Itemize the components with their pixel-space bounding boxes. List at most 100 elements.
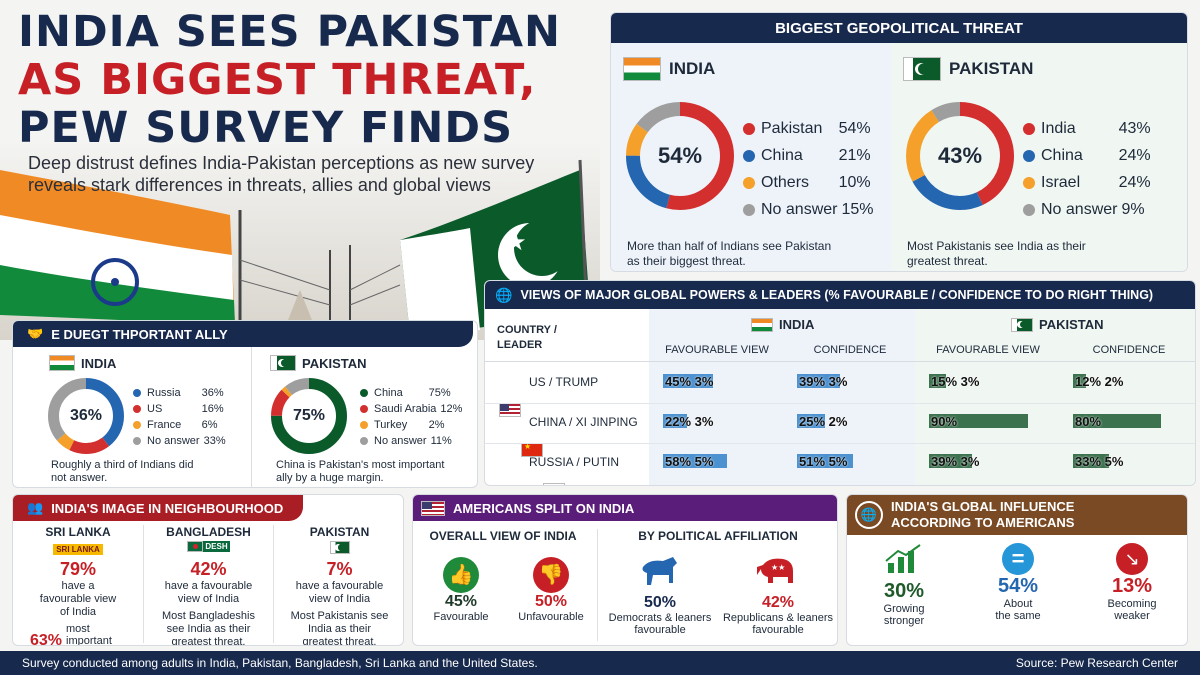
legend-swatch	[743, 149, 755, 162]
legend-swatch	[743, 122, 755, 135]
legend-label: China	[761, 146, 803, 164]
stronger-pct: 30%	[883, 580, 925, 602]
growth-chart-icon	[885, 544, 921, 573]
legend-value: 9%	[1121, 200, 1145, 218]
donut-slice-3	[48, 378, 124, 454]
legend-swatch	[1023, 203, 1035, 216]
views-bar	[663, 374, 713, 388]
thumbs-down-icon: 👎	[533, 557, 569, 593]
legend-item: Turkey 2%	[360, 417, 468, 433]
threat-pakistan-legend: India 43% China 24% Israel 24% No answer 9%	[1023, 115, 1169, 223]
legend-value: 43%	[1118, 119, 1151, 137]
views-title-bar: 🌐 VIEWS OF MAJOR GLOBAL POWERS & LEADERS…	[485, 281, 1195, 309]
weaker-label: Becoming weaker	[1107, 598, 1157, 622]
unfavourable-label: Unfavourable	[518, 611, 584, 623]
legend-label: Turkey	[374, 419, 408, 431]
legend-label: Pakistan	[761, 119, 823, 137]
views-value: 80%	[1075, 414, 1102, 429]
srilanka-extra: most important ally	[66, 623, 112, 646]
views-value: 51% 5%	[799, 454, 848, 469]
threat-pakistan-section: PAKISTAN 43% India 43% China 24% Israel 24% No…	[891, 43, 1187, 271]
equals-icon: =	[1002, 543, 1034, 575]
political-affiliation-label: BY POLITICAL AFFILIATION	[638, 529, 798, 543]
views-row-label: US / TRUMP	[529, 375, 599, 389]
views-panel: 🌐 VIEWS OF MAJOR GLOBAL POWERS & LEADERS…	[484, 280, 1196, 486]
legend-item: China 21%	[743, 142, 889, 169]
views-india-header: INDIA	[779, 317, 815, 332]
views-rows: US / TRUMP 45% 3% 39% 3% 15% 3% 12% 2% CHINA …	[485, 309, 1195, 485]
ally-title: E DUEGT THPORTANT ALLY	[51, 326, 228, 342]
weaker-pct: 13%	[1111, 575, 1153, 597]
views-value: 15% 3%	[931, 374, 980, 389]
legend-value: 16%	[201, 403, 224, 415]
donut-slice-1	[48, 378, 124, 454]
ally-india-note: Roughly a third of Indians did not answe…	[51, 459, 194, 484]
legend-swatch	[360, 389, 368, 397]
ally-pakistan-donut	[271, 378, 347, 454]
neighbourhood-panel: 👥 INDIA'S IMAGE IN NEIGHBOURHOOD SRI LAN…	[12, 494, 404, 646]
views-row-label: CHINA / XI JINPING	[529, 415, 638, 429]
legend-label: Others	[761, 173, 810, 191]
legend-label: India	[1041, 119, 1076, 137]
views-bar	[1073, 454, 1109, 468]
ally-title-bar: 🤝 E DUEGT THPORTANT ALLY	[13, 321, 473, 347]
views-bar	[1073, 374, 1086, 388]
donkey-icon	[642, 557, 677, 585]
neighbourhood-srilanka: SRI LANKA SRI LANKA 79% have a favourabl…	[13, 525, 143, 646]
donut-slice-1	[626, 102, 734, 210]
footer-source: Source: Pew Research Center	[1015, 656, 1178, 670]
subtitle: Deep distrust defines India-Pakistan per…	[28, 153, 535, 195]
bangladesh-flag-text: DESH	[203, 541, 230, 552]
headline-line-2: AS BIGGEST THREAT,	[18, 55, 537, 105]
views-value: 39% 3%	[931, 454, 980, 469]
ally-pakistan-name: PAKISTAN	[302, 355, 367, 371]
influence-stronger: 30% Growing stronger	[847, 543, 961, 627]
legend-item: Russia 36%	[133, 385, 232, 401]
legend-label: No answer	[374, 435, 427, 447]
legend-item: Saudi Arabia 12%	[360, 401, 468, 417]
favourable-label: Favourable	[433, 611, 489, 623]
legend-value: 12%	[440, 403, 463, 415]
srilanka-flag-icon: SRI LANKA	[53, 544, 103, 555]
americans-panel: AMERICANS SPLIT ON INDIA OVERALL VIEW OF…	[412, 494, 838, 646]
americans-democrats: 50% Democrats & leaners favourable	[601, 549, 719, 636]
legend-item: No answer 33%	[133, 433, 232, 449]
bangladesh-flag-icon	[187, 541, 204, 552]
ru-flag-icon	[543, 483, 565, 485]
views-value: 58% 5%	[665, 454, 714, 469]
headline-line-3: PEW SURVEY FINDS	[18, 103, 514, 153]
legend-label: France	[147, 419, 182, 431]
republicans-pct: 42%	[761, 594, 795, 611]
bangladesh-extra: Most Bangladeshis see India as their gre…	[162, 610, 255, 646]
threat-pakistan-center-value: 43%	[937, 143, 983, 168]
legend-label: Israel	[1041, 173, 1081, 191]
legend-value: 15%	[841, 200, 874, 218]
unfavourable-pct: 50%	[534, 593, 568, 610]
globe-icon: 🌐	[495, 286, 513, 303]
stronger-label: Growing stronger	[883, 603, 925, 627]
legend-swatch	[133, 405, 141, 413]
threat-india-donut	[626, 102, 734, 210]
legend-value: 21%	[838, 146, 871, 164]
views-value: 90%	[931, 414, 958, 429]
pakistan-extra: Most Pakistanis see India as their great…	[290, 610, 389, 646]
india-flag-icon	[751, 317, 773, 332]
legend-value: 10%	[838, 173, 871, 191]
ally-india-center-value: 36%	[69, 407, 103, 424]
donut-slice-3	[626, 102, 734, 210]
influence-title: INDIA'S GLOBAL INFLUENCE ACCORDING TO AM…	[891, 499, 1075, 530]
views-row-label: RUSSIA / PUTIN	[529, 455, 620, 469]
legend-value: 11%	[430, 435, 452, 447]
democrats-pct: 50%	[643, 594, 677, 611]
views-pakistan-conf-header: CONFIDENCE	[1092, 344, 1166, 356]
pakistan-flag-icon	[329, 541, 350, 554]
views-india-conf-header: CONFIDENCE	[813, 344, 887, 356]
legend-swatch	[133, 437, 141, 445]
legend-item: No answer 9%	[1023, 196, 1169, 223]
bangladesh-name: BANGLADESH	[166, 525, 251, 539]
threat-pakistan-donut	[906, 102, 1014, 210]
india-flag-icon	[49, 355, 75, 371]
views-bar	[929, 454, 972, 468]
legend-value: 33%	[203, 435, 226, 447]
footer-note: Survey conducted among adults in India, …	[22, 656, 538, 670]
